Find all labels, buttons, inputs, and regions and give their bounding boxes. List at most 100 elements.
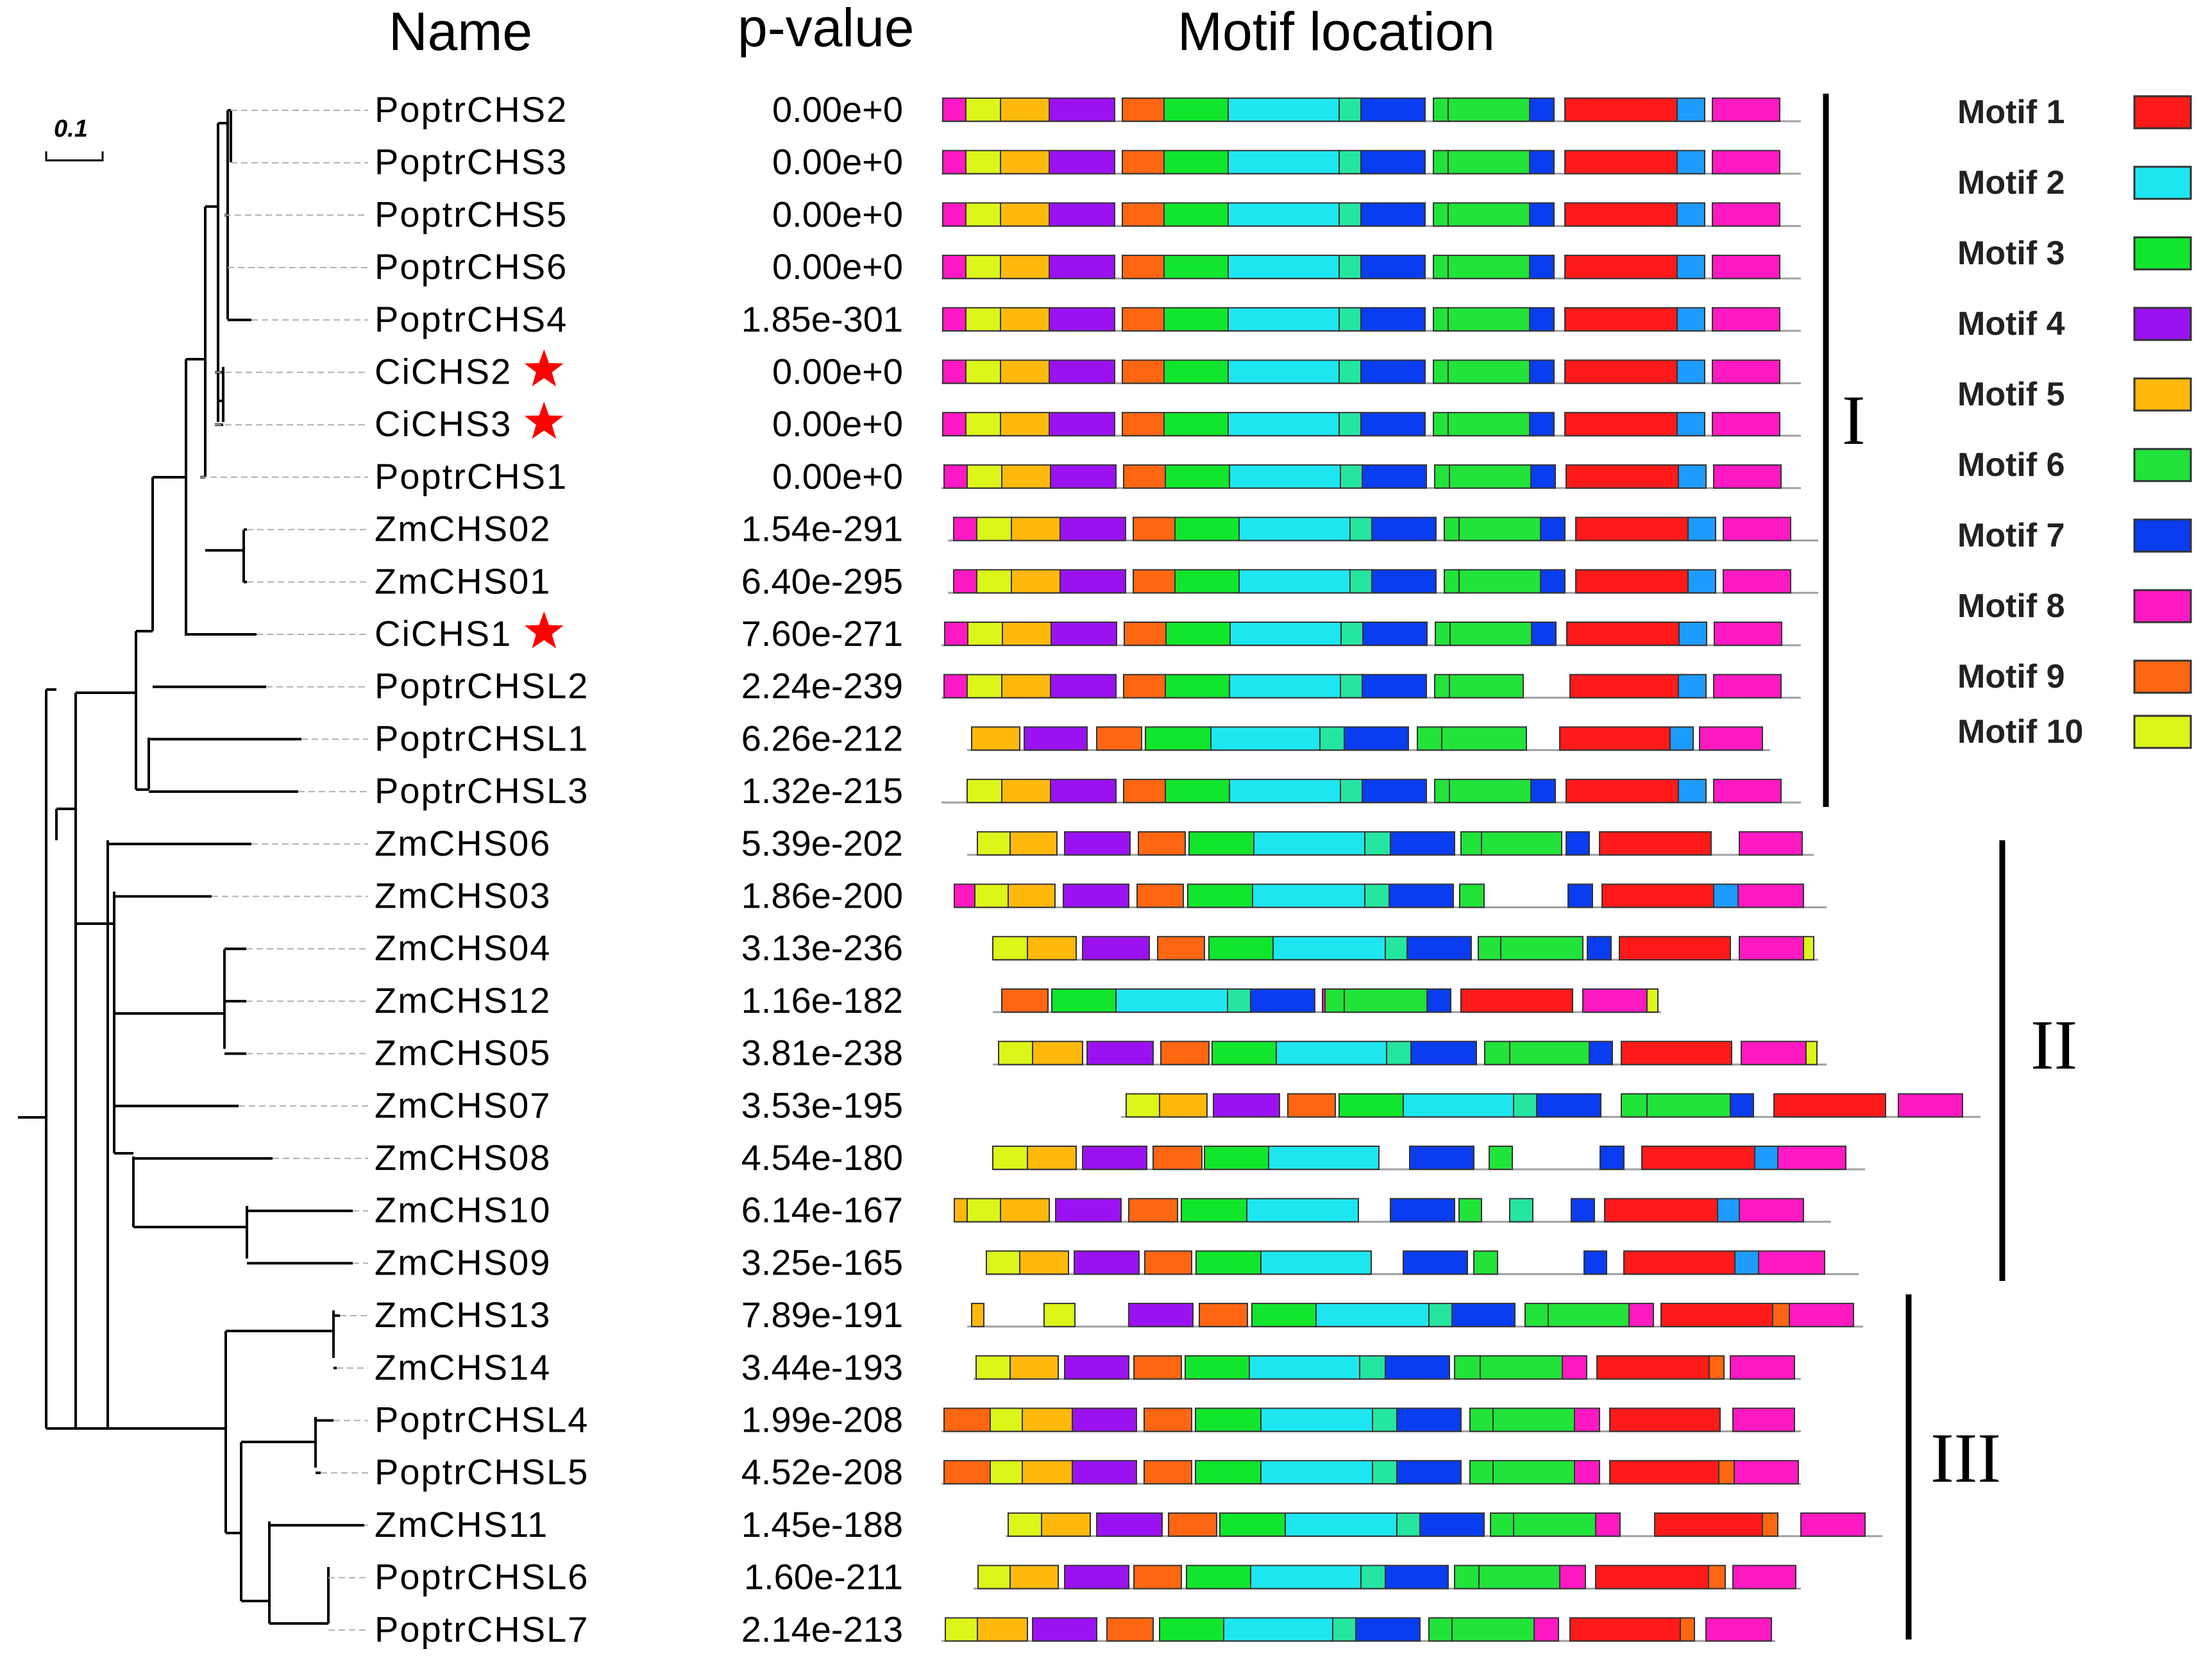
motif-7-segment — [1566, 831, 1590, 856]
motif-1-segment — [1564, 307, 1678, 332]
motif-3-segment — [1181, 1198, 1247, 1223]
motif-6-segment — [1484, 1040, 1510, 1065]
motif-10-segment — [986, 1250, 1020, 1275]
motif-1-segment — [1619, 936, 1731, 961]
motif-track-zmchs03 — [954, 883, 1827, 908]
gene-name-cichs3: CiCHS3 — [375, 403, 512, 444]
motif-5-segment — [1027, 936, 1077, 961]
motif-6-segment — [1480, 1355, 1563, 1380]
motif-1-segment — [1621, 1040, 1732, 1065]
motif-3-segment — [1186, 1564, 1251, 1589]
motif-4-segment — [1049, 97, 1115, 122]
motif-9-segment — [1124, 622, 1167, 646]
motif-6-segment — [1448, 149, 1530, 174]
motif-5-segment — [1000, 412, 1050, 437]
motif-8-segment — [1533, 1617, 1559, 1642]
motif-3-segment — [1145, 726, 1212, 751]
motif-8-segment — [1712, 149, 1780, 174]
motif-10-segment — [1126, 1093, 1160, 1118]
motif-2-segment — [1260, 1250, 1372, 1275]
gene-name-poptrchsl6: PoptrCHSL6 — [375, 1557, 589, 1597]
motif-5-segment — [1041, 1512, 1091, 1537]
motif-8-segment — [1758, 1250, 1825, 1275]
motif-track-poptrchsl1 — [967, 726, 1770, 751]
motif-track-cichs3 — [941, 412, 1801, 437]
gene-name-zmchs06: ZmCHS06 — [375, 823, 551, 863]
p-value: 1.99e-208 — [741, 1400, 903, 1440]
p-value: 0.00e+0 — [772, 194, 903, 234]
gene-name-zmchs02: ZmCHS02 — [375, 509, 551, 549]
motif-7-segment — [1529, 255, 1555, 280]
motif-7-segment — [1600, 1146, 1625, 1170]
motif-7-segment — [1529, 359, 1555, 384]
motif-3-segment — [1208, 936, 1274, 961]
legend-swatch-motif-5 — [2133, 377, 2192, 412]
legend-label-motif-10: Motif 10 — [1957, 713, 2083, 750]
star-icon — [524, 402, 564, 439]
p-value: 6.26e-212 — [741, 718, 903, 758]
motif-7-segment — [1344, 726, 1409, 751]
motif-6-segment — [1454, 1564, 1480, 1589]
motif-2-segment — [1115, 988, 1228, 1013]
motif-segment-linker — [1372, 1460, 1397, 1485]
motif-6-segment — [1441, 726, 1527, 751]
motif-2-segment — [1228, 202, 1340, 227]
motif-segment-linker — [1717, 1198, 1740, 1223]
gene-name-poptrchs4: PoptrCHS4 — [375, 299, 568, 339]
motif-6-segment — [1448, 412, 1530, 437]
motif-3-segment — [1174, 516, 1240, 541]
gene-name-zmchs09: ZmCHS09 — [375, 1242, 551, 1282]
motif-segment-linker — [1338, 359, 1362, 384]
motif-6-segment — [1448, 255, 1530, 280]
motif-10-segment — [990, 1407, 1023, 1432]
motif-2-segment — [1229, 779, 1341, 804]
motif-6-segment — [1458, 1198, 1482, 1223]
motif-10-segment — [1646, 988, 1659, 1013]
motif-segment-linker — [1678, 622, 1707, 646]
motif-5-segment — [1011, 516, 1061, 541]
motif-3-segment — [1159, 1617, 1224, 1642]
motif-8-segment — [942, 202, 967, 227]
motif-9-segment — [1718, 1460, 1735, 1485]
motif-7-segment — [1451, 1303, 1515, 1328]
gene-name-zmchs01: ZmCHS01 — [375, 561, 551, 601]
gene-name-poptrchs1: PoptrCHS1 — [375, 456, 568, 496]
motif-3-segment — [1163, 359, 1229, 384]
p-value: 1.86e-200 — [741, 876, 903, 916]
motif-8-segment — [1628, 1303, 1654, 1328]
motif-2-segment — [1228, 307, 1340, 332]
motif-7-segment — [1531, 622, 1557, 646]
motif-segment-linker — [1509, 1198, 1533, 1223]
motif-6-segment — [1448, 97, 1530, 122]
gene-name-poptrchs6: PoptrCHS6 — [375, 246, 568, 287]
motif-segment-linker — [1338, 202, 1362, 227]
motif-track-zmchs10 — [954, 1198, 1831, 1223]
motif-5-segment — [1019, 1250, 1069, 1275]
gene-name-poptrchsl1: PoptrCHSL1 — [375, 718, 589, 758]
motif-6-segment — [1509, 1040, 1590, 1065]
motif-1-segment — [1575, 569, 1689, 594]
motif-8-segment — [1777, 1146, 1846, 1170]
motif-6-segment — [1459, 883, 1485, 908]
legend-label-motif-1: Motif 1 — [1957, 94, 2065, 131]
scale-line — [45, 151, 104, 162]
motif-6-segment — [1449, 464, 1532, 489]
legend-label-motif-6: Motif 6 — [1957, 446, 2065, 484]
motif-4-segment — [1032, 1617, 1097, 1642]
motif-segment-linker — [1360, 1564, 1386, 1589]
motif-5-segment — [1002, 622, 1052, 646]
motif-3-segment — [1163, 202, 1229, 227]
motif-segment-linker — [1734, 1250, 1759, 1275]
motif-8-segment — [954, 883, 975, 908]
motif-8-segment — [942, 307, 967, 332]
motif-3-segment — [1163, 149, 1229, 174]
motif-1-segment — [1660, 1303, 1773, 1328]
motif-6-segment — [1433, 97, 1449, 122]
motif-4-segment — [1082, 1146, 1147, 1170]
motif-8-segment — [1800, 1512, 1866, 1537]
motif-9-segment — [1133, 1564, 1182, 1589]
motif-track-poptrchsl7 — [941, 1617, 1775, 1642]
motif-7-segment — [1583, 1250, 1607, 1275]
motif-7-segment — [1360, 359, 1426, 384]
motif-1-segment — [1564, 97, 1678, 122]
